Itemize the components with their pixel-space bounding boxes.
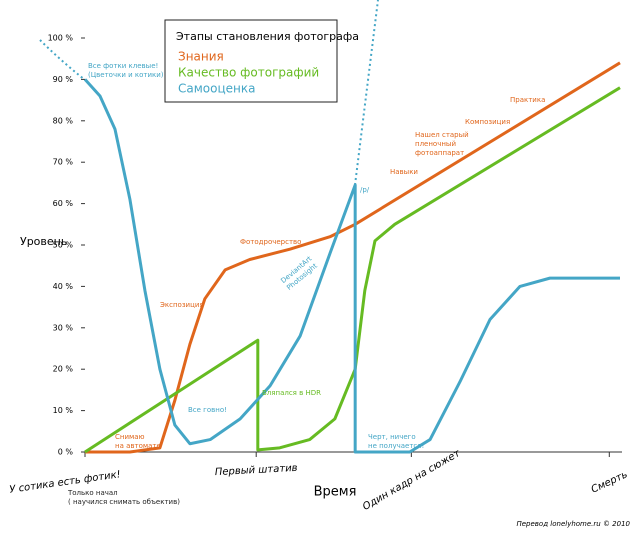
y-tick-label: 20 % <box>53 365 74 374</box>
y-tick-label: 40 % <box>53 282 74 291</box>
dotted-start <box>39 39 86 81</box>
legend-entry: Знания <box>178 50 224 64</box>
y-tick-label: 100 % <box>48 34 74 43</box>
y-tick-label: 10 % <box>53 406 74 415</box>
x-tick-label: Смерть <box>590 469 630 495</box>
y-tick-label: 80 % <box>53 116 74 125</box>
annotation: на автомате <box>115 442 161 450</box>
dotted-rise <box>354 0 379 186</box>
annotation: Вляпался в HDR <box>262 389 321 397</box>
y-tick-label: 60 % <box>53 199 74 208</box>
annotation: Снимаю <box>115 433 145 441</box>
series-line <box>84 86 621 454</box>
y-axis-label: Уровень <box>20 235 67 248</box>
annotation: Только начал <box>67 489 118 497</box>
series-line <box>85 61 621 454</box>
legend-entry: Качество фотографий <box>178 66 319 80</box>
annotation: ( научился снимать объектив) <box>68 498 180 506</box>
annotation: Экспозиция <box>160 301 204 309</box>
y-tick-label: 90 % <box>53 75 74 84</box>
annotation: (Цветочки и котики) <box>88 71 164 79</box>
annotation: фотоаппарат <box>415 149 464 157</box>
annotation: Нашел старый <box>415 131 469 139</box>
annotation: Фотодрочерство <box>240 238 301 246</box>
annotation: Все фотки клевые! <box>88 62 158 70</box>
annotation: Практика <box>510 96 545 104</box>
annotation: пленочный <box>415 140 456 148</box>
annotation: не получается! <box>368 442 424 450</box>
legend-entry: Самооценка <box>178 82 255 96</box>
legend-title: Этапы становления фотографа <box>176 30 359 43</box>
annotation: Все говно! <box>188 406 227 414</box>
y-tick-label: 50 % <box>53 241 74 250</box>
annotation: /p/ <box>360 186 370 194</box>
series-line <box>83 78 620 454</box>
x-tick-label: Первый штатив <box>215 463 298 478</box>
annotation: Черт, ничего <box>368 433 416 441</box>
y-tick-label: 30 % <box>53 323 74 332</box>
y-tick-label: 70 % <box>53 158 74 167</box>
x-axis-label: Время <box>314 485 357 500</box>
x-tick-label: Один кадр на сюжет <box>361 447 463 512</box>
y-tick-label: 0 % <box>58 448 74 457</box>
legend-box <box>164 19 338 103</box>
annotation: Навыки <box>390 168 418 176</box>
credit: Перевод lonelyhome.ru © 2010 <box>516 520 630 528</box>
annotation: Композиция <box>465 118 510 126</box>
